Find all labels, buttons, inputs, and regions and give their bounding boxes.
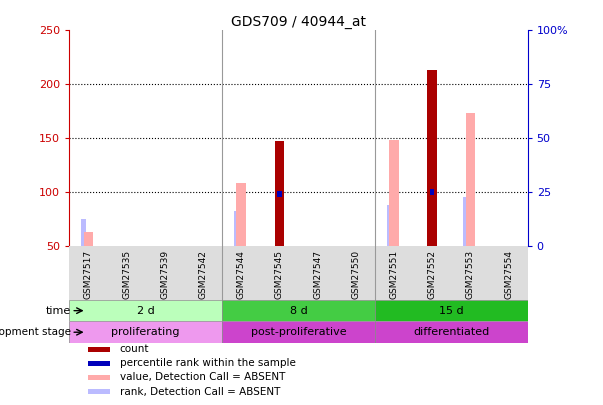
Bar bbox=[375, 322, 528, 343]
Text: GSM27517: GSM27517 bbox=[84, 250, 93, 299]
Bar bbox=[87, 347, 110, 352]
Bar bbox=[84, 232, 93, 246]
Title: GDS709 / 40944_at: GDS709 / 40944_at bbox=[231, 15, 366, 29]
Text: post-proliferative: post-proliferative bbox=[251, 327, 346, 337]
Bar bbox=[69, 322, 222, 343]
Text: GSM27539: GSM27539 bbox=[160, 250, 169, 299]
Bar bbox=[222, 322, 375, 343]
Text: development stage: development stage bbox=[0, 327, 71, 337]
Text: GSM27545: GSM27545 bbox=[275, 250, 284, 299]
Text: GSM27550: GSM27550 bbox=[352, 250, 360, 299]
Bar bbox=[430, 189, 434, 195]
Bar bbox=[466, 113, 475, 246]
Bar bbox=[234, 211, 239, 246]
Text: time: time bbox=[46, 306, 71, 315]
Bar bbox=[222, 300, 375, 322]
Text: 15 d: 15 d bbox=[439, 306, 464, 315]
Bar bbox=[375, 300, 528, 322]
Bar bbox=[87, 375, 110, 379]
Bar bbox=[87, 361, 110, 366]
Text: count: count bbox=[120, 345, 150, 354]
Text: GSM27544: GSM27544 bbox=[237, 250, 245, 299]
Bar bbox=[387, 205, 391, 246]
Text: GSM27552: GSM27552 bbox=[428, 250, 437, 299]
Text: GSM27554: GSM27554 bbox=[504, 250, 513, 299]
Text: GSM27542: GSM27542 bbox=[198, 250, 207, 299]
Text: GSM27553: GSM27553 bbox=[466, 250, 475, 299]
Bar bbox=[274, 141, 284, 246]
Text: rank, Detection Call = ABSENT: rank, Detection Call = ABSENT bbox=[120, 386, 280, 396]
Text: GSM27547: GSM27547 bbox=[313, 250, 322, 299]
Text: GSM27535: GSM27535 bbox=[122, 250, 131, 299]
Text: percentile rank within the sample: percentile rank within the sample bbox=[120, 358, 295, 369]
Bar bbox=[81, 219, 86, 246]
Bar bbox=[69, 300, 222, 322]
Text: 2 d: 2 d bbox=[137, 306, 154, 315]
Bar bbox=[87, 389, 110, 394]
Text: differentiated: differentiated bbox=[413, 327, 490, 337]
Bar bbox=[236, 183, 246, 246]
Text: value, Detection Call = ABSENT: value, Detection Call = ABSENT bbox=[120, 373, 285, 382]
Bar bbox=[389, 141, 399, 246]
Text: proliferating: proliferating bbox=[112, 327, 180, 337]
Bar bbox=[428, 70, 437, 246]
Text: 8 d: 8 d bbox=[289, 306, 308, 315]
Bar bbox=[463, 198, 468, 246]
Text: GSM27551: GSM27551 bbox=[390, 250, 399, 299]
Bar bbox=[277, 191, 282, 198]
